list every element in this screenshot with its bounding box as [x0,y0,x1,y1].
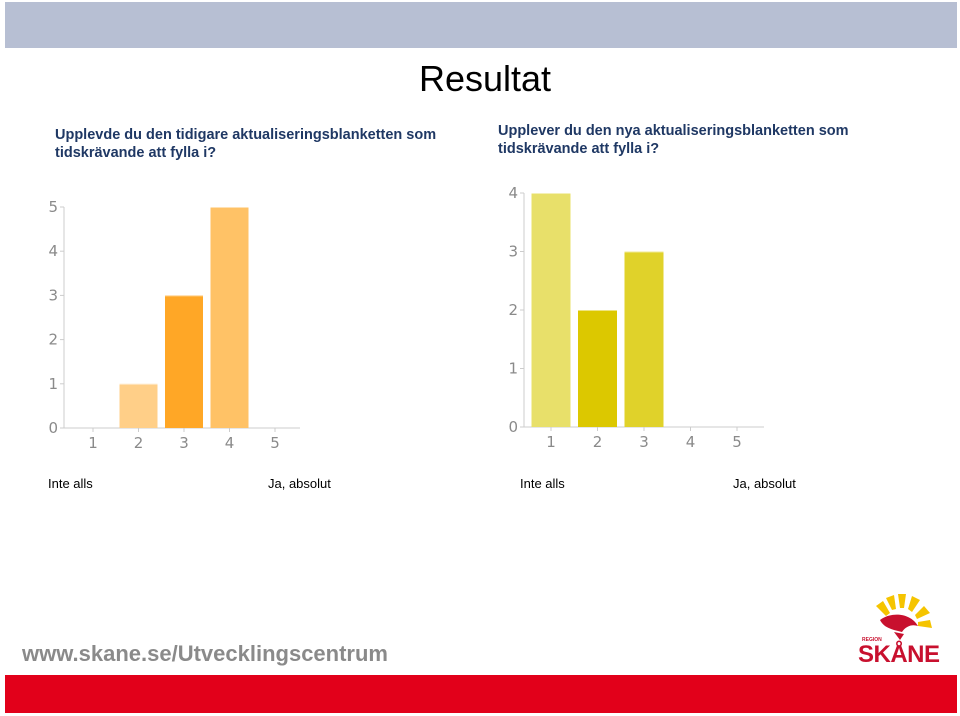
x-tick-label: 3 [179,434,189,452]
x-tick-label: 1 [546,433,556,451]
y-tick-label: 1 [508,360,518,378]
x-tick-label: 5 [732,433,742,451]
x-tick-label: 5 [270,434,280,452]
y-tick-label: 2 [508,301,518,319]
bar-4 [210,207,249,428]
chart2-question: Upplever du den nya aktualiseringsblanke… [498,123,849,157]
bar-3 [165,295,203,428]
bar-3 [624,251,664,427]
chart2-scale-high-label: Ja, absolut [733,476,796,491]
slide-title: Resultat [418,58,552,99]
x-tick-label: 4 [686,433,696,451]
x-tick-label: 1 [88,434,98,452]
bar-1 [531,193,571,427]
logo-small-text: REGION [862,637,882,643]
chart1-scale-high-label: Ja, absolut [268,476,331,491]
chart2-bar-chart: 0 1 2 3 4 1 2 3 4 5 [508,184,764,451]
header-band [5,2,957,48]
footer-band [5,675,957,713]
x-tick-label: 3 [639,433,649,451]
y-tick-label: 2 [48,331,58,349]
y-tick-label: 0 [48,419,58,437]
footer-url: www.skane.se/Utvecklingscentrum [22,641,388,666]
bar-2 [119,383,158,428]
x-tick-label: 2 [593,433,603,451]
chart2-scale-low-label: Inte alls [520,476,565,491]
y-tick-label: 5 [48,198,58,216]
x-tick-label: 4 [225,434,235,452]
chart1-scale-low-label: Inte alls [48,476,93,491]
y-tick-label: 1 [48,375,58,393]
y-tick-label: 4 [48,242,58,260]
y-tick-label: 3 [508,243,518,261]
chart1-question: Upplevde du den tidigare aktualiseringsb… [55,127,437,161]
chart1-bar-chart: 0 1 2 3 4 5 1 2 3 4 5 [48,198,300,452]
y-tick-label: 0 [508,418,518,436]
x-tick-label: 2 [134,434,144,452]
bar-2 [578,310,617,427]
logo-word: SKÅNE [858,641,940,668]
y-tick-label: 4 [508,184,518,202]
y-tick-label: 3 [48,286,58,304]
region-skane-logo-icon [876,594,932,640]
